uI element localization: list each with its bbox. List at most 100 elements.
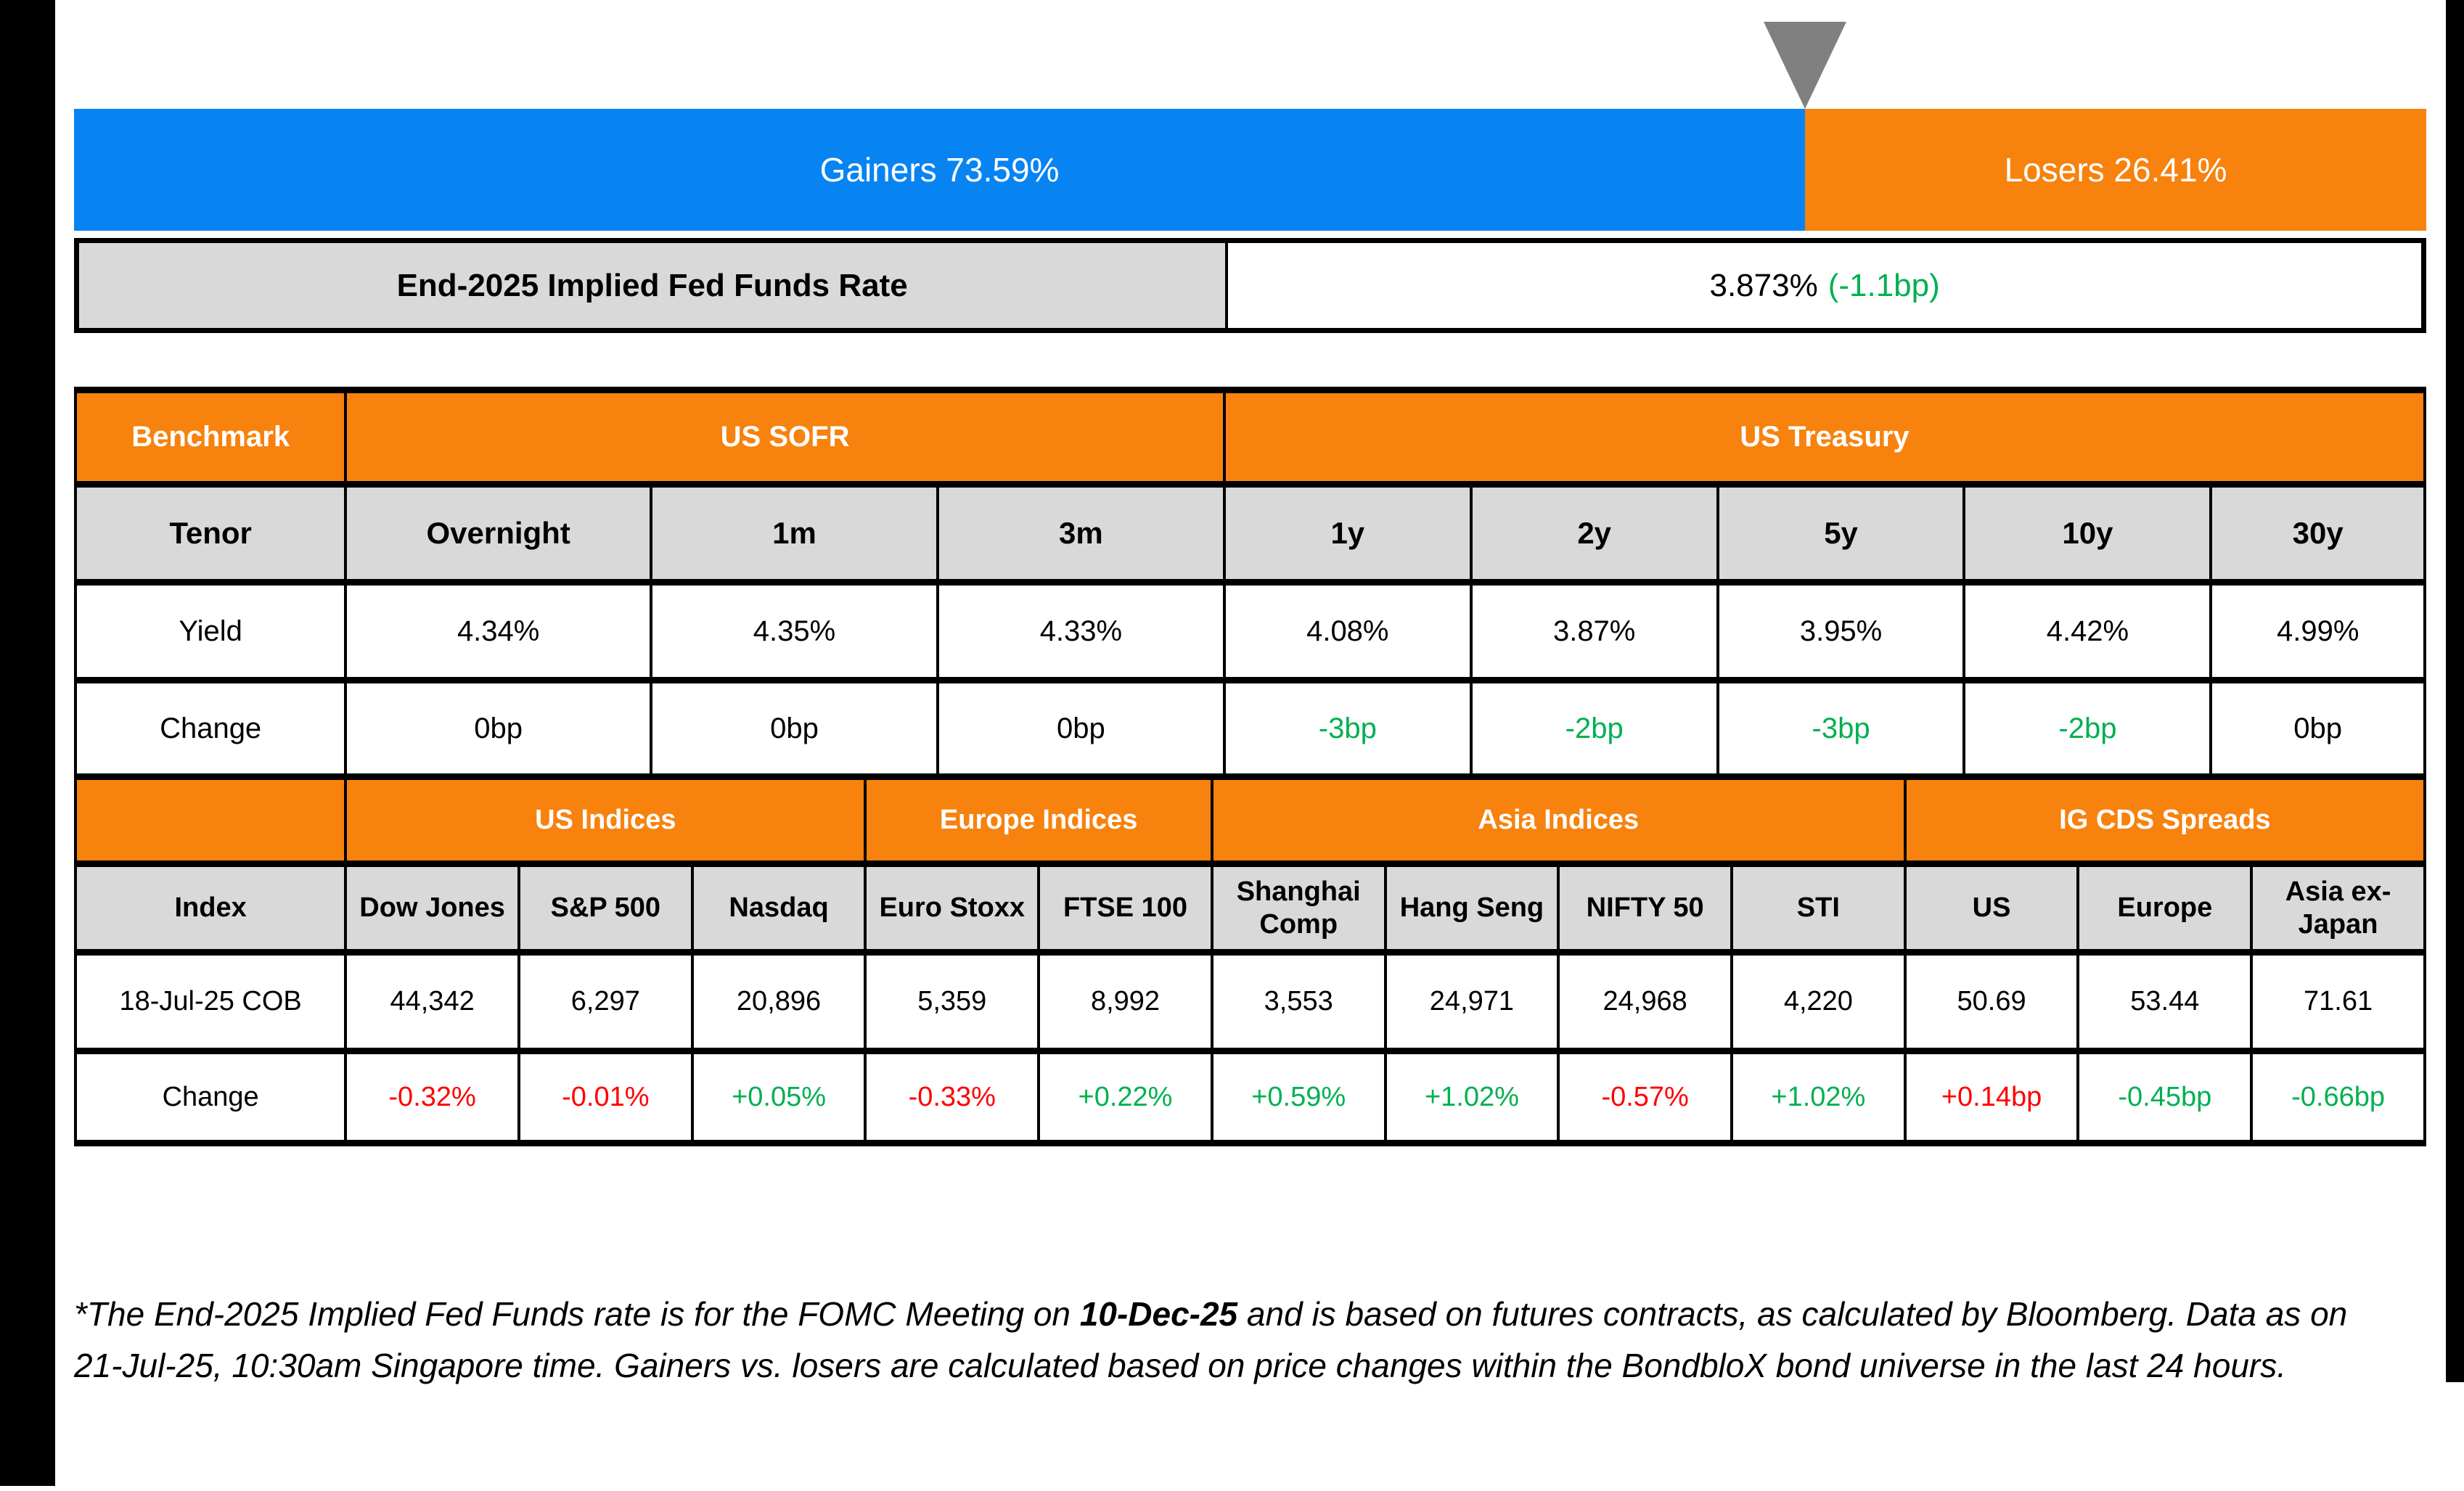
footnote-bold-date: 10-Dec-25 xyxy=(1079,1295,1238,1333)
right-edge-strip xyxy=(2446,0,2464,1382)
change-label-cell: Change xyxy=(73,1048,348,1146)
tenor-cell: Overnight xyxy=(344,481,653,586)
fed-funds-change: (-1.1bp) xyxy=(1827,267,1940,303)
change-cell: -0.01% xyxy=(517,1048,694,1146)
change-label-cell: Change xyxy=(73,677,348,780)
yield-cell: 4.08% xyxy=(1222,579,1473,683)
tenor-cell: 1m xyxy=(650,481,939,586)
index-col-cell: Hang Seng xyxy=(1383,860,1560,956)
tenor-cell: 3m xyxy=(936,481,1226,586)
index-col-cell: Euro Stoxx xyxy=(864,860,1041,956)
gainers-segment: Gainers 73.59% xyxy=(74,109,1806,231)
cob-cell: 44,342 xyxy=(344,949,520,1054)
footnote: *The End-2025 Implied Fed Funds rate is … xyxy=(74,1289,2389,1392)
change-cell: +0.05% xyxy=(690,1048,867,1146)
change-cell: -0.45bp xyxy=(2076,1048,2254,1146)
change-cell: 0bp xyxy=(344,677,653,780)
yield-row: Yield 4.34% 4.35% 4.33% 4.08% 3.87% 3.95… xyxy=(73,579,2426,683)
yield-cell: 3.95% xyxy=(1716,579,1966,683)
change-cell: 0bp xyxy=(936,677,1226,780)
benchmark-change-row: Change 0bp 0bp 0bp -3bp -2bp -3bp -2bp 0… xyxy=(73,677,2426,780)
change-cell: -0.66bp xyxy=(2250,1048,2426,1146)
tables-block: Benchmark US SOFR US Treasury Tenor Over… xyxy=(73,387,2427,1146)
group-europe-indices: Europe Indices xyxy=(864,773,1213,867)
cob-cell: 53.44 xyxy=(2076,949,2254,1054)
index-col-cell: Nasdaq xyxy=(690,860,867,956)
change-cell: -0.57% xyxy=(1557,1048,1733,1146)
cob-cell: 3,553 xyxy=(1210,949,1387,1054)
change-cell: 0bp xyxy=(650,677,939,780)
cob-cell: 8,992 xyxy=(1037,949,1213,1054)
yield-cell: 4.35% xyxy=(650,579,939,683)
yield-cell: 3.87% xyxy=(1469,579,1719,683)
group-us-indices: US Indices xyxy=(344,773,867,867)
group-ig-cds-spreads: IG CDS Spreads xyxy=(1903,773,2427,867)
yield-cell: 4.99% xyxy=(2209,579,2426,683)
change-cell: -2bp xyxy=(1962,677,2213,780)
tenor-cell: 10y xyxy=(1962,481,2213,586)
fed-funds-row: End-2025 Implied Fed Funds Rate 3.873% (… xyxy=(74,238,2426,333)
change-cell: -2bp xyxy=(1469,677,1719,780)
footnote-text-post: and is based on futures contracts, as ca… xyxy=(74,1295,2348,1385)
fed-funds-rate: 3.873% xyxy=(1709,267,1818,303)
benchmark-corner-cell: Benchmark xyxy=(73,387,348,488)
index-col-cell: STI xyxy=(1730,860,1907,956)
group-asia-indices: Asia Indices xyxy=(1210,773,1907,867)
change-cell: +1.02% xyxy=(1730,1048,1907,1146)
gainers-label: Gainers 73.59% xyxy=(819,151,1060,189)
benchmark-table: Benchmark US SOFR US Treasury Tenor Over… xyxy=(73,387,2427,780)
change-cell: +0.22% xyxy=(1037,1048,1213,1146)
indices-table: US Indices Europe Indices Asia Indices I… xyxy=(73,773,2427,1146)
indices-change-row: Change -0.32% -0.01% +0.05% -0.33% +0.22… xyxy=(73,1048,2426,1146)
index-col-cell: Asia ex-Japan xyxy=(2250,860,2426,956)
cob-label-cell: 18-Jul-25 COB xyxy=(73,949,348,1054)
change-cell: -3bp xyxy=(1716,677,1966,780)
change-cell: -0.32% xyxy=(344,1048,520,1146)
cob-cell: 20,896 xyxy=(690,949,867,1054)
change-cell: +0.59% xyxy=(1210,1048,1387,1146)
yield-cell: 4.34% xyxy=(344,579,653,683)
change-cell: -0.33% xyxy=(864,1048,1041,1146)
cob-cell: 5,359 xyxy=(864,949,1041,1054)
index-col-cell: NIFTY 50 xyxy=(1557,860,1733,956)
benchmark-group-header-row: Benchmark US SOFR US Treasury xyxy=(73,387,2427,488)
cob-cell: 24,968 xyxy=(1557,949,1733,1054)
cob-cell: 6,297 xyxy=(517,949,694,1054)
index-col-cell: US xyxy=(1903,860,2080,956)
tenor-label-cell: Tenor xyxy=(73,481,348,586)
left-edge-strip xyxy=(0,0,55,1486)
fed-funds-label: End-2025 Implied Fed Funds Rate xyxy=(79,243,1226,328)
index-col-cell: FTSE 100 xyxy=(1037,860,1213,956)
cob-cell: 50.69 xyxy=(1903,949,2080,1054)
indices-group-header-row: US Indices Europe Indices Asia Indices I… xyxy=(73,773,2427,867)
group-us-treasury: US Treasury xyxy=(1222,387,2427,488)
losers-label: Losers 26.41% xyxy=(2004,151,2227,189)
index-label-cell: Index xyxy=(73,860,348,956)
losers-segment: Losers 26.41% xyxy=(1805,109,2426,231)
gainers-losers-bar: Gainers 73.59% Losers 26.41% xyxy=(74,109,2426,231)
change-cell: +0.14bp xyxy=(1903,1048,2080,1146)
cob-cell: 4,220 xyxy=(1730,949,1907,1054)
index-col-cell: Dow Jones xyxy=(344,860,520,956)
index-col-cell: Shanghai Comp xyxy=(1210,860,1387,956)
yield-label-cell: Yield xyxy=(73,579,348,683)
footnote-text-pre: *The End-2025 Implied Fed Funds rate is … xyxy=(74,1295,1080,1333)
cob-cell: 24,971 xyxy=(1383,949,1560,1054)
group-us-sofr: US SOFR xyxy=(344,387,1226,488)
change-cell: 0bp xyxy=(2209,677,2426,780)
cob-row: 18-Jul-25 COB 44,342 6,297 20,896 5,359 … xyxy=(73,949,2426,1054)
tenor-cell: 30y xyxy=(2209,481,2426,586)
yield-cell: 4.33% xyxy=(936,579,1226,683)
index-col-cell: S&P 500 xyxy=(517,860,694,956)
down-triangle-marker-icon xyxy=(1764,22,1846,109)
index-col-cell: Europe xyxy=(2076,860,2254,956)
fed-funds-value: 3.873% (-1.1bp) xyxy=(1225,243,2421,328)
cob-cell: 71.61 xyxy=(2250,949,2426,1054)
change-cell: -3bp xyxy=(1222,677,1473,780)
tenor-cell: 5y xyxy=(1716,481,1966,586)
yield-cell: 4.42% xyxy=(1962,579,2213,683)
indices-corner-cell xyxy=(73,773,348,867)
index-header-row: Index Dow Jones S&P 500 Nasdaq Euro Stox… xyxy=(73,860,2426,956)
change-cell: +1.02% xyxy=(1383,1048,1560,1146)
